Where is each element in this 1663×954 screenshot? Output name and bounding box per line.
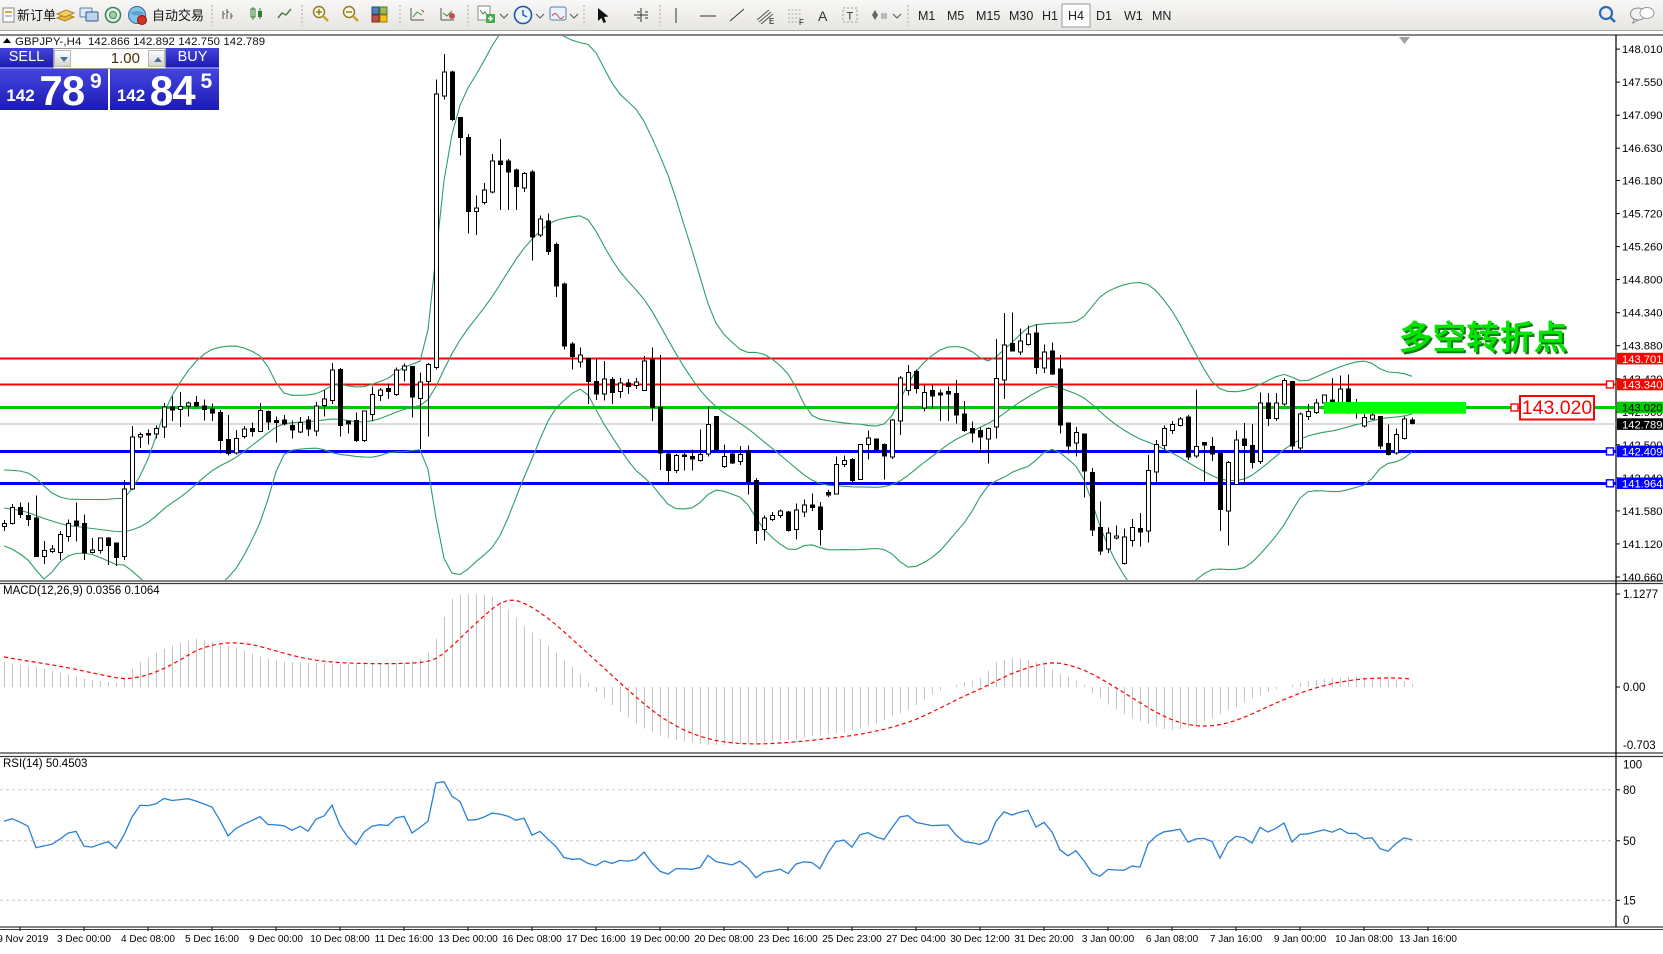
svg-text:147.550: 147.550 (1622, 77, 1662, 89)
svg-text:4 Dec 08:00: 4 Dec 08:00 (121, 934, 175, 945)
svg-text:141.964: 141.964 (1622, 479, 1662, 491)
svg-text:13 Dec 00:00: 13 Dec 00:00 (438, 934, 498, 945)
svg-text:10 Dec 08:00: 10 Dec 08:00 (310, 934, 370, 945)
svg-text:1.1277: 1.1277 (1623, 589, 1658, 601)
svg-text:多空转折点: 多空转折点 (1399, 319, 1567, 356)
svg-text:0: 0 (1623, 915, 1629, 927)
svg-text:19 Dec 00:00: 19 Dec 00:00 (630, 934, 690, 945)
svg-text:M5: M5 (947, 9, 964, 23)
svg-text:新订单: 新订单 (17, 8, 56, 23)
svg-text:M1: M1 (918, 9, 935, 23)
svg-text:17 Dec 16:00: 17 Dec 16:00 (566, 934, 626, 945)
svg-text:146.180: 146.180 (1622, 176, 1662, 188)
svg-text:142.789: 142.789 (1622, 419, 1662, 431)
svg-text:16 Dec 08:00: 16 Dec 08:00 (502, 934, 562, 945)
svg-text:143.020: 143.020 (1522, 397, 1593, 419)
svg-text:6 Jan 08:00: 6 Jan 08:00 (1146, 934, 1199, 945)
svg-text:141.120: 141.120 (1622, 539, 1662, 551)
svg-text:自动交易: 自动交易 (152, 8, 204, 23)
svg-text:MACD(12,26,9) 0.0356 0.1064: MACD(12,26,9) 0.0356 0.1064 (3, 585, 160, 597)
svg-text:-0.703: -0.703 (1623, 740, 1656, 752)
svg-text:50: 50 (1623, 836, 1636, 848)
svg-text:10 Jan 08:00: 10 Jan 08:00 (1335, 934, 1393, 945)
svg-text:143.020: 143.020 (1622, 403, 1662, 415)
svg-text:144.800: 144.800 (1622, 275, 1662, 287)
svg-text:A: A (818, 8, 828, 24)
svg-text:141.580: 141.580 (1622, 506, 1662, 518)
svg-text:E: E (769, 17, 774, 26)
svg-text:0.00: 0.00 (1623, 682, 1645, 694)
svg-text:F: F (799, 18, 804, 27)
svg-text:143.701: 143.701 (1622, 354, 1662, 366)
svg-text:148.010: 148.010 (1622, 44, 1662, 56)
svg-text:31 Dec 20:00: 31 Dec 20:00 (1014, 934, 1074, 945)
svg-text:T: T (847, 11, 854, 23)
svg-text:140.660: 140.660 (1622, 572, 1662, 584)
svg-text:147.090: 147.090 (1622, 110, 1662, 122)
svg-text:D1: D1 (1096, 9, 1112, 23)
svg-text:15: 15 (1623, 895, 1636, 907)
svg-text:MN: MN (1152, 9, 1171, 23)
svg-text:80: 80 (1623, 785, 1636, 797)
svg-text:H4: H4 (1068, 9, 1084, 23)
svg-text:RSI(14) 50.4503: RSI(14) 50.4503 (3, 758, 87, 770)
svg-text:145.720: 145.720 (1622, 209, 1662, 221)
svg-text:30 Dec 12:00: 30 Dec 12:00 (950, 934, 1010, 945)
svg-text:多空转折点: 多空转折点 (1401, 321, 1569, 358)
svg-text:9 Dec 00:00: 9 Dec 00:00 (249, 934, 303, 945)
svg-text:142.409: 142.409 (1622, 447, 1662, 459)
svg-text:7 Jan 16:00: 7 Jan 16:00 (1210, 934, 1263, 945)
svg-text:9 Jan 00:00: 9 Jan 00:00 (1274, 934, 1327, 945)
svg-text:143.340: 143.340 (1622, 380, 1662, 392)
svg-text:5 Dec 16:00: 5 Dec 16:00 (185, 934, 239, 945)
svg-text:M15: M15 (976, 9, 1000, 23)
svg-text:23 Dec 16:00: 23 Dec 16:00 (758, 934, 818, 945)
svg-text:3 Dec 00:00: 3 Dec 00:00 (57, 934, 111, 945)
svg-text:29 Nov 2019: 29 Nov 2019 (0, 934, 49, 945)
svg-text:144.340: 144.340 (1622, 308, 1662, 320)
svg-text:27 Dec 04:00: 27 Dec 04:00 (886, 934, 946, 945)
svg-text:H1: H1 (1042, 9, 1058, 23)
svg-text:3 Jan 00:00: 3 Jan 00:00 (1082, 934, 1135, 945)
svg-text:143.880: 143.880 (1622, 341, 1662, 353)
svg-text:20 Dec 08:00: 20 Dec 08:00 (694, 934, 754, 945)
svg-text:25 Dec 23:00: 25 Dec 23:00 (822, 934, 882, 945)
svg-text:W1: W1 (1124, 9, 1143, 23)
svg-text:146.630: 146.630 (1622, 143, 1662, 155)
svg-text:145.260: 145.260 (1622, 242, 1662, 254)
svg-text:11 Dec 16:00: 11 Dec 16:00 (375, 934, 434, 945)
svg-text:M30: M30 (1009, 9, 1033, 23)
svg-text:100: 100 (1623, 760, 1642, 772)
svg-text:13 Jan 16:00: 13 Jan 16:00 (1399, 934, 1457, 945)
